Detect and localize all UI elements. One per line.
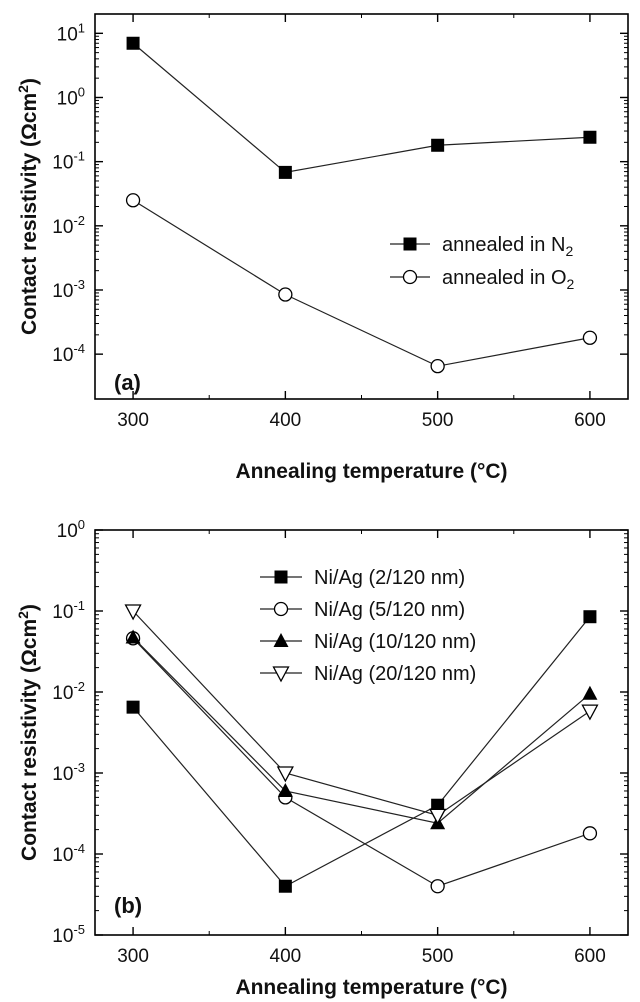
x-tick-label: 600 bbox=[574, 946, 606, 967]
y-tick-label: 100 bbox=[57, 517, 85, 542]
x-tick-label: 300 bbox=[117, 946, 149, 967]
y-tick-label: 101 bbox=[57, 20, 85, 45]
data-point bbox=[126, 36, 140, 50]
y-tick-label: 10-4 bbox=[52, 841, 85, 866]
x-axis-title: Annealing temperature (°C) bbox=[235, 460, 507, 483]
x-tick-label: 500 bbox=[422, 410, 454, 431]
data-point bbox=[277, 782, 293, 797]
data-point bbox=[278, 879, 292, 893]
legend-label: annealed in O2 bbox=[442, 267, 575, 292]
x-tick-label: 400 bbox=[270, 410, 302, 431]
legend-label: Ni/Ag (2/120 nm) bbox=[314, 567, 465, 589]
series-1 bbox=[126, 36, 597, 179]
series-line bbox=[132, 637, 591, 887]
data-point bbox=[581, 704, 599, 721]
y-axis-title: Contact resistivity (Ωcm2) bbox=[15, 78, 41, 335]
legend-marker bbox=[273, 633, 289, 647]
y-tick-label: 10-2 bbox=[52, 213, 85, 238]
series-3 bbox=[125, 629, 598, 830]
data-point bbox=[430, 879, 445, 894]
y-axis-ticks: 10-5 10-4 10-3 10-2 10-1 100 bbox=[52, 517, 628, 947]
y-tick-label: 10-1 bbox=[52, 149, 85, 174]
data-point bbox=[430, 359, 445, 374]
panel-label: (b) bbox=[114, 893, 142, 918]
series-line bbox=[132, 610, 591, 817]
data-point bbox=[583, 610, 597, 624]
data-point bbox=[278, 287, 293, 302]
data-point bbox=[125, 193, 141, 208]
plot-frame bbox=[94, 13, 629, 400]
legend-marker bbox=[274, 570, 288, 584]
data-point bbox=[431, 138, 445, 152]
legend-marker bbox=[273, 601, 289, 617]
chart-panel-a: 10-4 10-3 10-2 10-1 100 101 300 400 500 600 Anneal… bbox=[15, 13, 629, 483]
data-point bbox=[278, 165, 292, 179]
series-line bbox=[132, 199, 591, 367]
data-point bbox=[431, 798, 445, 812]
y-tick-label: 10-1 bbox=[52, 598, 85, 623]
legend: Ni/Ag (2/120 nm) Ni/Ag (5/120 nm) Ni/Ag (1… bbox=[260, 567, 476, 685]
series-line bbox=[132, 637, 591, 824]
data-point bbox=[276, 766, 294, 783]
x-axis-title: Annealing temperature (°C) bbox=[235, 976, 507, 999]
data-point bbox=[429, 808, 447, 825]
y-tick-label: 10-4 bbox=[52, 341, 85, 366]
legend-label: Ni/Ag (20/120 nm) bbox=[314, 663, 476, 685]
series-4 bbox=[124, 604, 599, 825]
data-point bbox=[582, 330, 598, 345]
x-axis-ticks: 300 400 500 600 bbox=[117, 530, 606, 967]
legend-label: Ni/Ag (10/120 nm) bbox=[314, 631, 476, 653]
y-tick-label: 10-5 bbox=[52, 922, 85, 947]
chart-panel-b: 10-5 10-4 10-3 10-2 10-1 100 300 400 500 600 Annea… bbox=[15, 517, 629, 999]
y-tick-label: 10-3 bbox=[52, 760, 85, 785]
y-tick-label: 10-2 bbox=[52, 679, 85, 704]
data-point bbox=[125, 629, 141, 644]
legend-label: Ni/Ag (5/120 nm) bbox=[314, 599, 465, 621]
x-tick-label: 500 bbox=[422, 946, 454, 967]
x-tick-label: 400 bbox=[270, 946, 302, 967]
series-2 bbox=[125, 193, 598, 374]
x-tick-label: 600 bbox=[574, 410, 606, 431]
data-point bbox=[124, 604, 142, 621]
data-point bbox=[583, 130, 597, 144]
legend-marker bbox=[402, 269, 418, 285]
y-axis-ticks: 10-4 10-3 10-2 10-1 100 101 bbox=[52, 13, 628, 366]
series-line bbox=[132, 616, 591, 887]
plot-frame bbox=[94, 529, 629, 936]
x-axis-ticks: 300 400 500 600 bbox=[117, 14, 606, 431]
data-point bbox=[582, 826, 598, 841]
legend-marker bbox=[403, 237, 417, 251]
y-tick-label: 10-3 bbox=[52, 277, 85, 302]
y-axis-title: Contact resistivity (Ωcm2) bbox=[15, 604, 41, 861]
series-1 bbox=[126, 610, 597, 893]
legend-marker bbox=[272, 666, 290, 683]
legend: annealed in N2 annealed in O2 bbox=[390, 234, 575, 292]
legend-label: annealed in N2 bbox=[442, 234, 573, 259]
panel-label: (a) bbox=[114, 370, 141, 395]
x-tick-label: 300 bbox=[117, 410, 149, 431]
series-line bbox=[132, 42, 590, 174]
y-tick-label: 100 bbox=[57, 84, 85, 109]
data-point bbox=[126, 700, 140, 714]
data-point bbox=[582, 685, 598, 700]
